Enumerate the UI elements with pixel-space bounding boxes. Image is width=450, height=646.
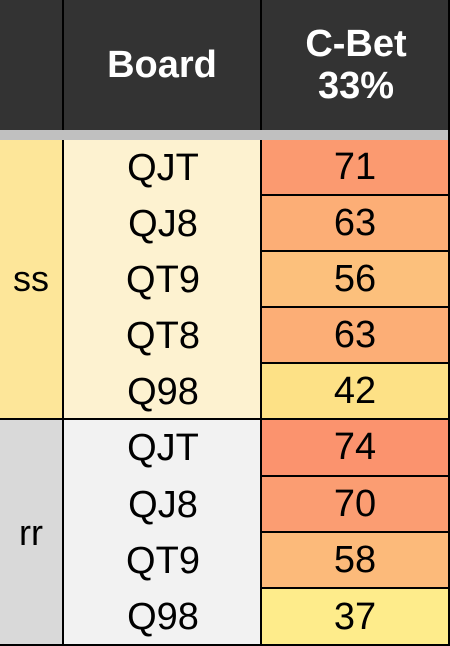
- value-cell: 42: [262, 364, 448, 420]
- value-cell: 74: [262, 420, 448, 477]
- board-cell: QT9: [64, 533, 262, 589]
- value-cell: 56: [262, 252, 448, 308]
- board-cell: QJ8: [64, 196, 262, 252]
- table-right-border: [448, 0, 450, 646]
- group-label-rr: rr: [0, 420, 64, 646]
- header-separator: [0, 130, 450, 140]
- value-text: 71: [333, 145, 377, 188]
- board-text: QJT: [127, 146, 199, 189]
- value-text: 63: [333, 201, 377, 244]
- value-cell: 70: [262, 477, 448, 533]
- board-text: QT8: [126, 314, 200, 357]
- board-text: QJT: [127, 427, 199, 469]
- header-board-label: Board: [107, 44, 217, 86]
- group-board-bg-ss: [64, 140, 262, 420]
- value-text: 70: [333, 482, 377, 525]
- board-cell: QT8: [64, 308, 262, 364]
- value-text: 58: [333, 538, 377, 581]
- board-text: QT9: [126, 539, 200, 582]
- group-label-text: rr: [19, 512, 43, 553]
- board-text: QJ8: [128, 483, 198, 526]
- board-text: Q98: [127, 370, 199, 413]
- board-cell: Q98: [64, 589, 262, 646]
- board-text: Q98: [127, 596, 199, 638]
- value-cell: 58: [262, 533, 448, 589]
- value-cell: 71: [262, 140, 448, 196]
- group-board-bg-rr: [64, 420, 262, 646]
- value-text: 37: [333, 596, 377, 638]
- value-text: 42: [333, 369, 377, 412]
- header-blank: [0, 0, 64, 130]
- group-divider: [0, 418, 450, 420]
- value-cell: 63: [262, 196, 448, 252]
- header-cbet-label: C-Bet: [305, 23, 407, 65]
- board-cell: QT9: [64, 252, 262, 308]
- board-cell: QJT: [64, 420, 262, 477]
- value-cell: 63: [262, 308, 448, 364]
- board-cell: QJ8: [64, 477, 262, 533]
- header-cbet-percent: 33%: [317, 65, 395, 107]
- header-cbet: C-Bet 33%: [262, 0, 450, 130]
- table-bottom-border: [0, 644, 450, 646]
- board-text: QJ8: [128, 202, 198, 245]
- value-text: 63: [333, 313, 377, 356]
- value-text: 74: [333, 426, 377, 468]
- group-label-ss: ss: [0, 140, 64, 420]
- board-cell: Q98: [64, 364, 262, 420]
- group-label-text: ss: [13, 258, 49, 299]
- board-cell: QJT: [64, 140, 262, 196]
- board-text: QT9: [126, 258, 200, 301]
- value-text: 56: [333, 257, 377, 300]
- value-cell: 37: [262, 589, 448, 646]
- header-board: Board: [64, 0, 262, 130]
